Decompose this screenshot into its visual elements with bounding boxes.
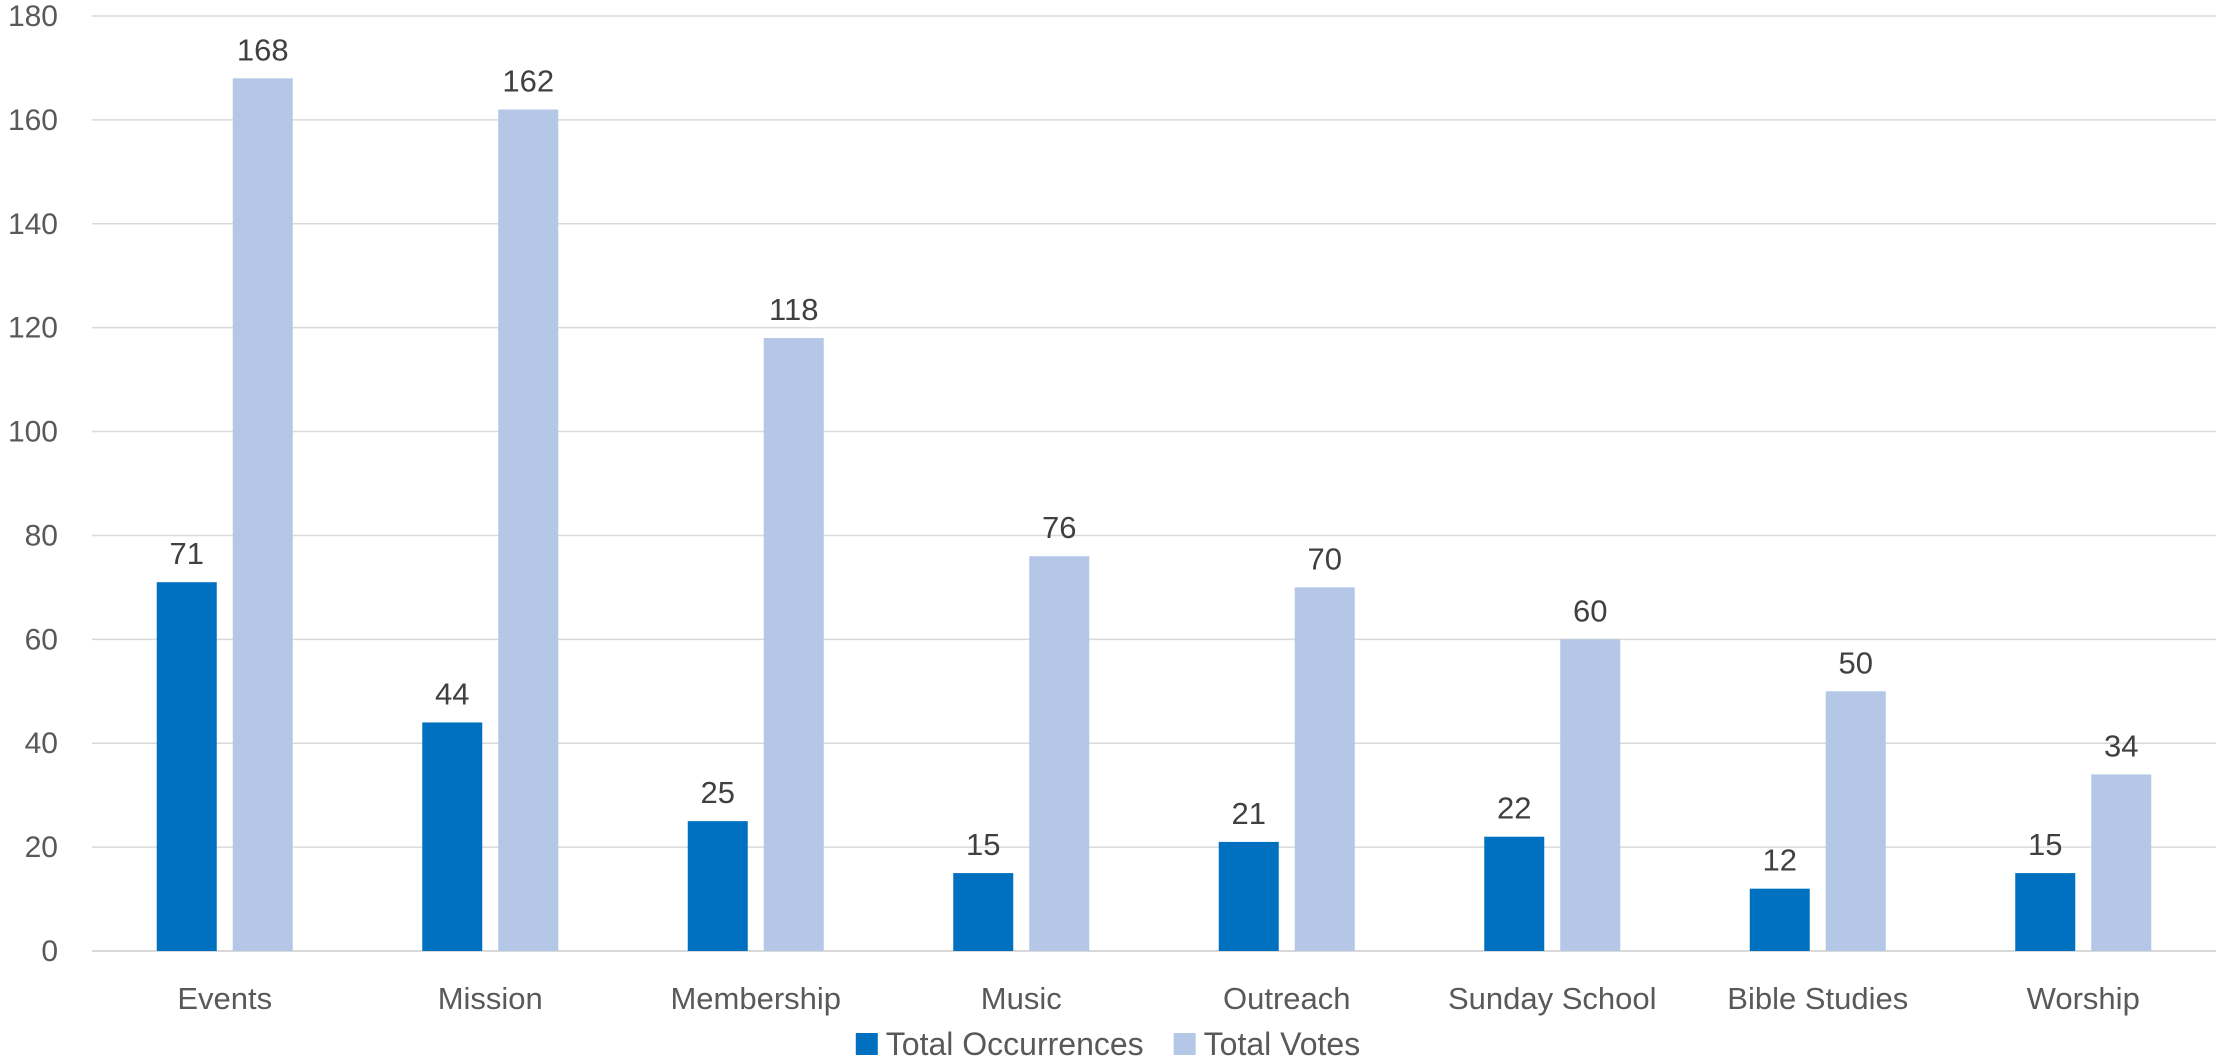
legend-label: Total Occurrences: [886, 1026, 1144, 1062]
bar-total-votes: [2091, 774, 2152, 951]
data-label: 12: [1763, 843, 1797, 878]
legend-item-total-votes: Total Votes: [1173, 1026, 1361, 1062]
x-axis: Events Mission Membership Music Outreach Sund…: [177, 981, 2139, 1016]
data-label: 44: [435, 676, 469, 711]
bar-total-votes: [498, 109, 559, 951]
x-tick-label: Membership: [670, 981, 841, 1016]
y-tick-label: 0: [41, 935, 58, 968]
data-label: 34: [2104, 728, 2138, 763]
data-label: 118: [769, 292, 818, 327]
data-label: 15: [966, 827, 1000, 862]
y-tick-label: 40: [25, 727, 58, 760]
y-tick-label: 120: [8, 312, 58, 345]
y-tick-label: 80: [25, 519, 58, 552]
gridlines: [92, 15, 2216, 952]
bar-total-votes: [1294, 587, 1355, 951]
bar-total-occurrences: [1218, 841, 1279, 951]
bar-total-occurrences: [156, 582, 217, 951]
bar-total-votes: [1560, 639, 1621, 951]
bars: [156, 78, 2152, 952]
x-tick-label: Music: [981, 981, 1062, 1016]
data-label: 76: [1042, 510, 1076, 545]
x-tick-label: Worship: [2027, 981, 2140, 1016]
x-tick-label: Events: [177, 981, 272, 1016]
data-label: 70: [1308, 541, 1342, 576]
bar-total-occurrences: [687, 821, 748, 951]
y-tick-label: 140: [8, 208, 58, 241]
legend-label: Total Votes: [1204, 1026, 1361, 1062]
legend-swatch: [1173, 1033, 1196, 1055]
data-label: 162: [502, 64, 554, 99]
data-label: 60: [1573, 593, 1607, 628]
data-label: 22: [1497, 791, 1531, 826]
bar-total-votes: [232, 78, 293, 952]
x-tick-label: Bible Studies: [1727, 981, 1908, 1016]
data-label: 21: [1232, 796, 1266, 831]
data-label: 71: [170, 536, 204, 571]
data-label: 15: [2028, 827, 2062, 862]
data-labels: 71 168 44 162 25 118 15 76 21 70 22 60 12 50 15 34: [170, 32, 2139, 877]
legend: Total Occurrences Total Votes: [855, 1026, 1361, 1062]
y-tick-label: 60: [25, 623, 58, 656]
bar-total-votes: [1029, 556, 1090, 951]
data-label: 168: [237, 32, 289, 67]
legend-item-total-occurrences: Total Occurrences: [855, 1026, 1144, 1062]
y-tick-label: 20: [25, 831, 58, 864]
bar-total-occurrences: [2015, 873, 2076, 951]
y-tick-label: 180: [8, 0, 58, 33]
y-axis: 0 20 40 60 80 100 120 140 160 180: [8, 0, 58, 968]
data-label: 50: [1839, 645, 1873, 680]
bar-total-votes: [763, 338, 824, 951]
data-label: 25: [701, 775, 735, 810]
bar-total-occurrences: [1484, 836, 1545, 951]
legend-swatch: [855, 1033, 878, 1055]
x-tick-label: Sunday School: [1448, 981, 1657, 1016]
bar-total-occurrences: [953, 873, 1014, 951]
y-tick-label: 100: [8, 416, 58, 449]
bar-total-occurrences: [1749, 888, 1810, 951]
bar-total-occurrences: [422, 722, 483, 951]
x-tick-label: Mission: [438, 981, 543, 1016]
y-tick-label: 160: [8, 104, 58, 137]
x-tick-label: Outreach: [1223, 981, 1351, 1016]
bar-total-votes: [1825, 691, 1886, 951]
